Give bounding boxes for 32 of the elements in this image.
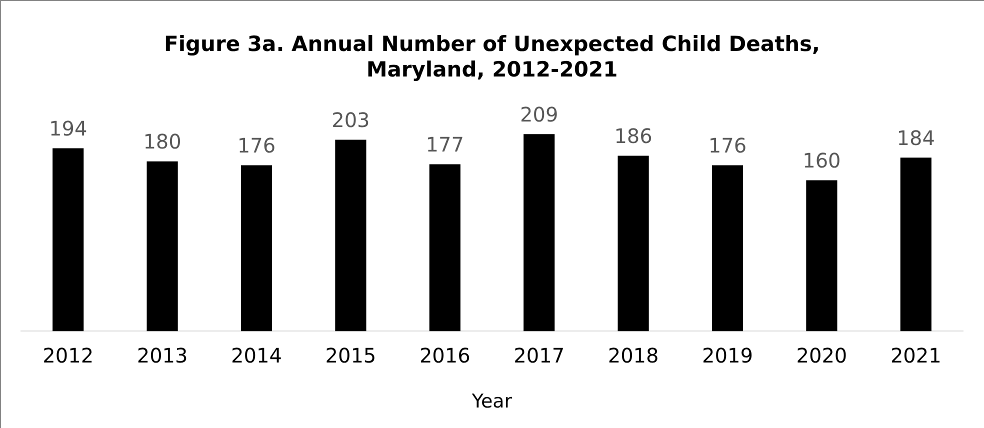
x-tick-label: 2013 — [136, 343, 188, 368]
x-tick-label: 2015 — [325, 343, 376, 368]
bar — [618, 156, 649, 332]
bar — [335, 140, 366, 332]
data-label: 184 — [896, 126, 935, 150]
bar — [52, 148, 84, 332]
x-tick-label: 2019 — [702, 343, 753, 368]
x-tick-label: 2012 — [42, 343, 94, 368]
x-tick-label: 2021 — [890, 343, 942, 368]
data-label: 180 — [143, 130, 182, 154]
chart-title: Figure 3a. Annual Number of Unexpected Child Deaths, Maryland, 2012-2021 — [164, 32, 820, 82]
x-axis-title: Year — [470, 390, 512, 413]
data-label: 203 — [332, 108, 370, 132]
data-label: 209 — [520, 102, 558, 126]
bar — [240, 165, 272, 332]
bar — [712, 165, 744, 332]
data-label: 176 — [708, 133, 747, 158]
data-label: 176 — [237, 133, 276, 158]
bar — [900, 158, 932, 332]
bar — [429, 164, 460, 332]
bar — [806, 180, 838, 332]
data-label: 186 — [614, 124, 652, 148]
data-label: 194 — [49, 116, 88, 140]
x-tick-label: 2014 — [231, 343, 282, 368]
x-tick-label: 2018 — [608, 343, 659, 368]
x-tick-label: 2020 — [796, 343, 848, 368]
bar — [146, 161, 178, 332]
data-label: 160 — [802, 148, 841, 172]
bar — [524, 134, 555, 332]
x-tick-label: 2017 — [514, 343, 565, 368]
x-tick-label: 2016 — [419, 343, 470, 368]
data-label: 177 — [426, 132, 464, 156]
